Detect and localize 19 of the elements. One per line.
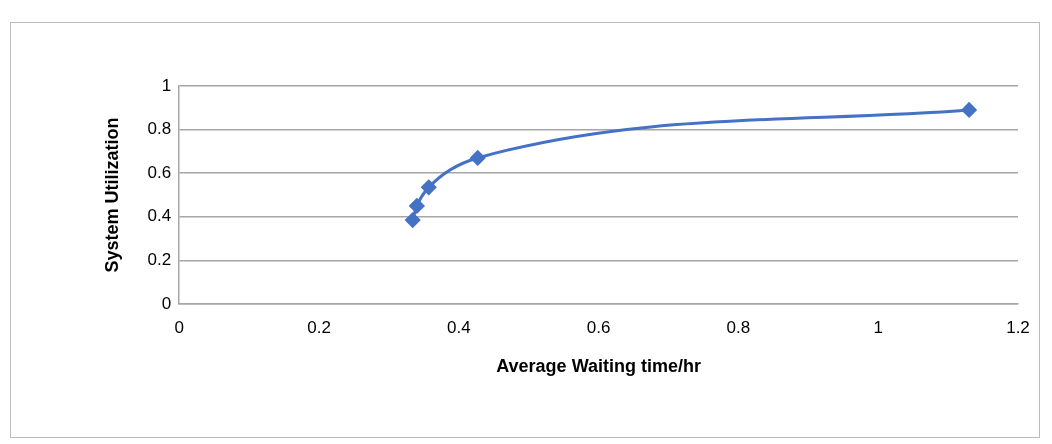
point bbox=[409, 198, 425, 214]
x-tick-label: 1.2 bbox=[1006, 317, 1030, 337]
y-axis-title: System Utilization bbox=[101, 117, 122, 273]
point bbox=[405, 212, 421, 228]
y-tick-label: 0.2 bbox=[147, 250, 172, 270]
x-axis-title: Average Waiting time/hr bbox=[496, 356, 701, 377]
x-tick-label: 0.2 bbox=[307, 317, 331, 337]
x-tick-label: 1 bbox=[873, 317, 883, 337]
point bbox=[421, 179, 437, 195]
x-tick-label: 0.4 bbox=[447, 317, 471, 337]
x-tick-label: 0.8 bbox=[726, 317, 751, 337]
y-tick-label: 0.8 bbox=[147, 119, 172, 139]
y-tick-label: 1 bbox=[161, 75, 172, 95]
point bbox=[961, 102, 977, 118]
y-tick-label: 0.4 bbox=[147, 206, 172, 226]
x-tick-label: 0.6 bbox=[586, 317, 611, 337]
y-tick-label: 0 bbox=[161, 293, 172, 313]
y-tick-label: 0.6 bbox=[147, 162, 172, 182]
point bbox=[470, 150, 486, 166]
